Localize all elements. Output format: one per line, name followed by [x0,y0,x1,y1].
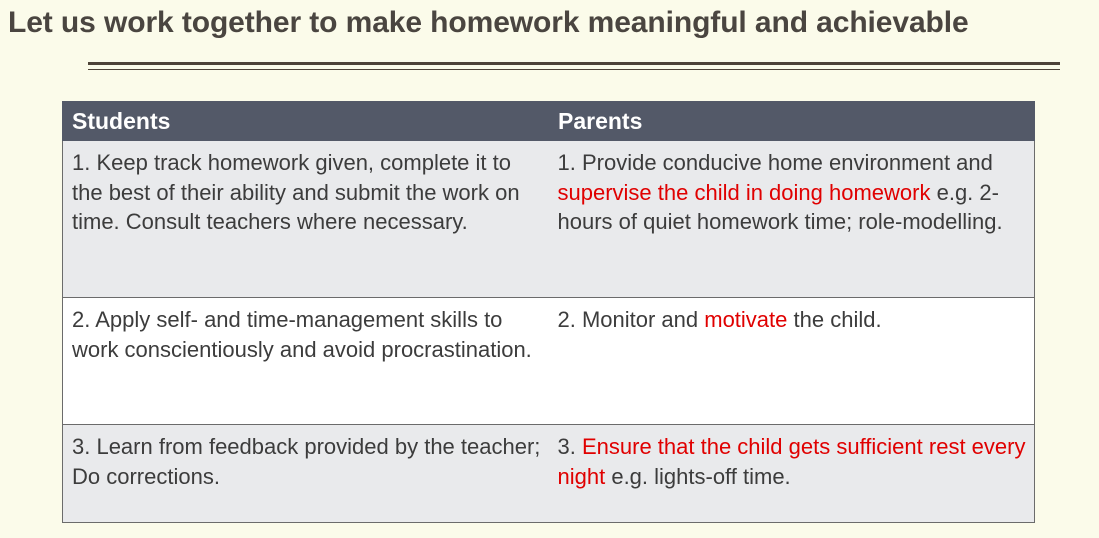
student-cell: 3. Learn from feedback provided by the t… [62,424,549,523]
parent-cell: 3. Ensure that the child gets sufficient… [548,424,1035,523]
responsibilities-table: Students Parents 1. Keep track homework … [62,101,1035,523]
table-row: 2. Apply self- and time-management skill… [62,297,1035,425]
parent-text: 2. Monitor and [557,307,705,332]
header-parents: Parents [548,101,1035,141]
title-divider-thin [88,69,1060,70]
table-row: 3. Learn from feedback provided by the t… [62,424,1035,523]
parent-text: the child. [787,307,882,332]
parent-text: 3. [557,434,582,459]
slide-title: Let us work together to make homework me… [8,6,969,39]
student-cell: 1. Keep track homework given, complete i… [62,140,549,298]
title-divider-thick [88,62,1060,65]
table-header-row: Students Parents [62,101,1035,141]
parent-highlight: motivate [704,307,788,332]
student-cell: 2. Apply self- and time-management skill… [62,297,549,425]
header-students: Students [62,101,549,141]
parent-highlight: Ensure that the child gets sufficient re… [557,434,1026,489]
table-row: 1. Keep track homework given, complete i… [62,140,1035,298]
parent-text: e.g. lights-off time. [605,463,791,489]
parent-text: e.g. 2-hours of quiet homework time; rol… [557,179,1003,235]
parent-text: 1. Provide conducive home environment an… [557,150,993,175]
parent-highlight: supervise the child in doing homework [557,179,931,205]
parent-cell: 1. Provide conducive home environment an… [548,140,1035,298]
parent-cell: 2. Monitor and motivate the child. [548,297,1035,425]
